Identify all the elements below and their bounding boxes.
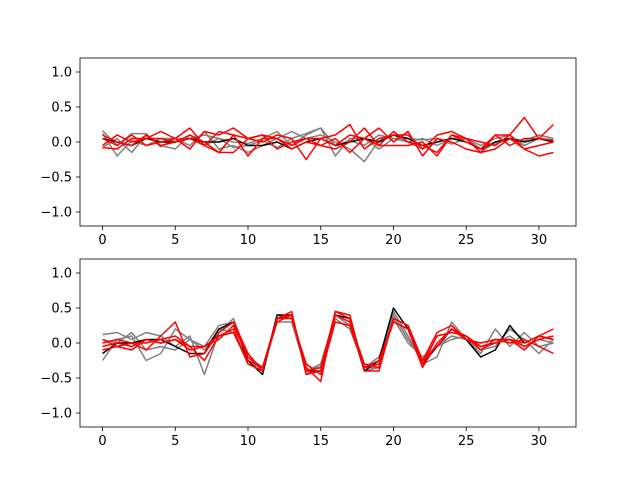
x-tick-label: 5	[171, 233, 179, 248]
x-tick-label: 15	[312, 233, 329, 248]
y-tick-label: 0.5	[51, 101, 72, 116]
series-line-red-8	[102, 127, 554, 157]
y-tick-label: −1.0	[40, 206, 72, 221]
series-line-red-8	[102, 314, 554, 372]
x-tick-label: 5	[171, 434, 179, 449]
x-tick-label: 15	[312, 434, 329, 449]
y-tick-label: 0.0	[51, 337, 72, 352]
series-line-red-5	[102, 116, 554, 154]
y-tick-label: 1.0	[51, 66, 72, 81]
subplot-1: 0 5 10 15 20 25 30 −1.0 −0.5 0.0 0.5 1.0	[40, 57, 577, 248]
y-tick-label: 0.0	[51, 136, 72, 151]
y-tick-label: −1.0	[40, 407, 72, 422]
x-tick-label: 20	[385, 434, 402, 449]
subplot-2: 0 5 10 15 20 25 30 −1.0 −0.5 0.0 0.5 1.0	[40, 258, 577, 449]
y-tick-label: 1.0	[51, 267, 72, 282]
x-tick-label: 10	[240, 233, 257, 248]
x-tick-label: 0	[98, 434, 106, 449]
y-tick-label: −0.5	[40, 171, 72, 186]
x-tick-label: 25	[458, 233, 475, 248]
x-tick-label: 20	[385, 233, 402, 248]
x-tick-label: 30	[531, 434, 548, 449]
x-tick-label: 0	[98, 233, 106, 248]
x-tick-label: 10	[240, 434, 257, 449]
y-tick-label: −0.5	[40, 372, 72, 387]
x-tick-label: 25	[458, 434, 475, 449]
y-tick-label: 0.5	[51, 302, 72, 317]
x-tick-label: 30	[531, 233, 548, 248]
